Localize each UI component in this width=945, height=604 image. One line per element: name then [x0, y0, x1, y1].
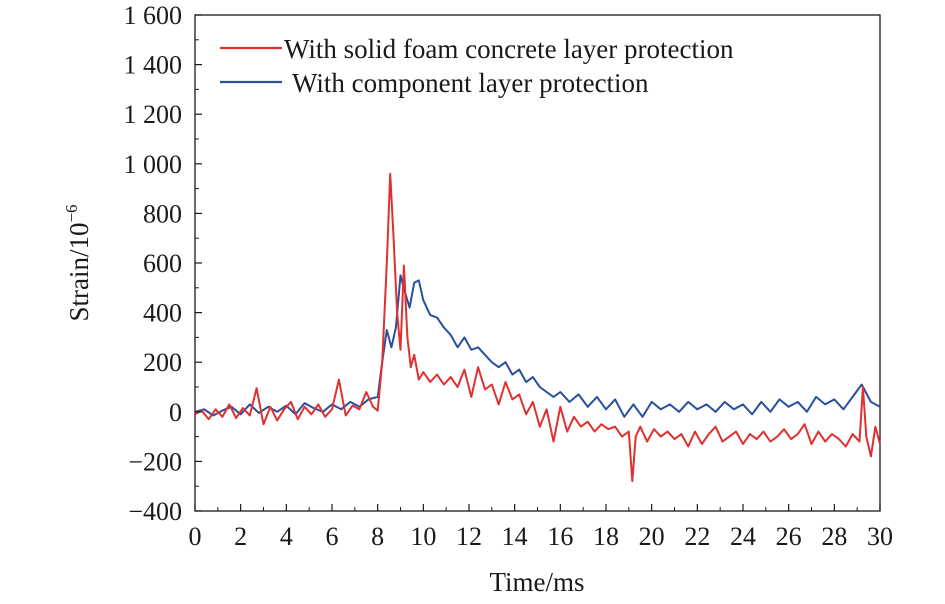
series-solid-foam-line — [194, 172, 881, 483]
x-axis-ticks: 0 2 4 6 8 10 12 14 16 18 20 22 24 26 28 30 — [189, 504, 893, 551]
legend-label-component-layer: With component layer protection — [292, 68, 649, 98]
x-tick-label: 4 — [280, 522, 293, 551]
x-tick-label: 24 — [730, 522, 756, 551]
x-tick-label: 10 — [410, 522, 436, 551]
y-axis-ticks: −400 −200 0 200 400 600 800 1 000 1 200 1 400 1 60… — [124, 1, 202, 526]
y-tick-label: 1 200 — [124, 100, 183, 129]
x-tick-label: 14 — [502, 522, 528, 551]
x-tick-label: 20 — [639, 522, 665, 551]
y-axis-title-base: Strain/10 — [64, 223, 94, 322]
y-tick-label: 200 — [143, 348, 182, 377]
x-tick-label: 6 — [326, 522, 339, 551]
x-tick-label: 2 — [234, 522, 247, 551]
series-layer — [194, 172, 881, 483]
legend-label-solid-foam: With solid foam concrete layer protectio… — [284, 34, 734, 64]
series-component-layer-line — [194, 274, 881, 418]
x-tick-label: 18 — [593, 522, 619, 551]
y-tick-label: −200 — [128, 447, 182, 476]
legend: With solid foam concrete layer protectio… — [220, 34, 734, 98]
x-tick-label: 22 — [684, 522, 710, 551]
y-tick-label: 600 — [143, 249, 182, 278]
x-tick-label: 26 — [776, 522, 802, 551]
y-tick-label: 400 — [143, 299, 182, 328]
x-tick-label: 8 — [371, 522, 384, 551]
y-axis-title-exponent: −6 — [62, 204, 81, 222]
y-tick-label: 1 600 — [124, 1, 183, 30]
y-tick-label: −400 — [128, 497, 182, 526]
y-tick-label: 0 — [169, 398, 182, 427]
x-tick-label: 0 — [189, 522, 202, 551]
x-tick-label: 16 — [547, 522, 573, 551]
y-tick-label: 1 400 — [124, 51, 183, 80]
y-axis-title: Strain/10−6 — [62, 204, 94, 321]
x-tick-label: 30 — [867, 522, 893, 551]
x-tick-label: 28 — [821, 522, 847, 551]
x-axis-title: Time/ms — [489, 567, 584, 597]
x-tick-label: 12 — [456, 522, 482, 551]
y-tick-label: 1 000 — [124, 150, 183, 179]
y-tick-label: 800 — [143, 199, 182, 228]
